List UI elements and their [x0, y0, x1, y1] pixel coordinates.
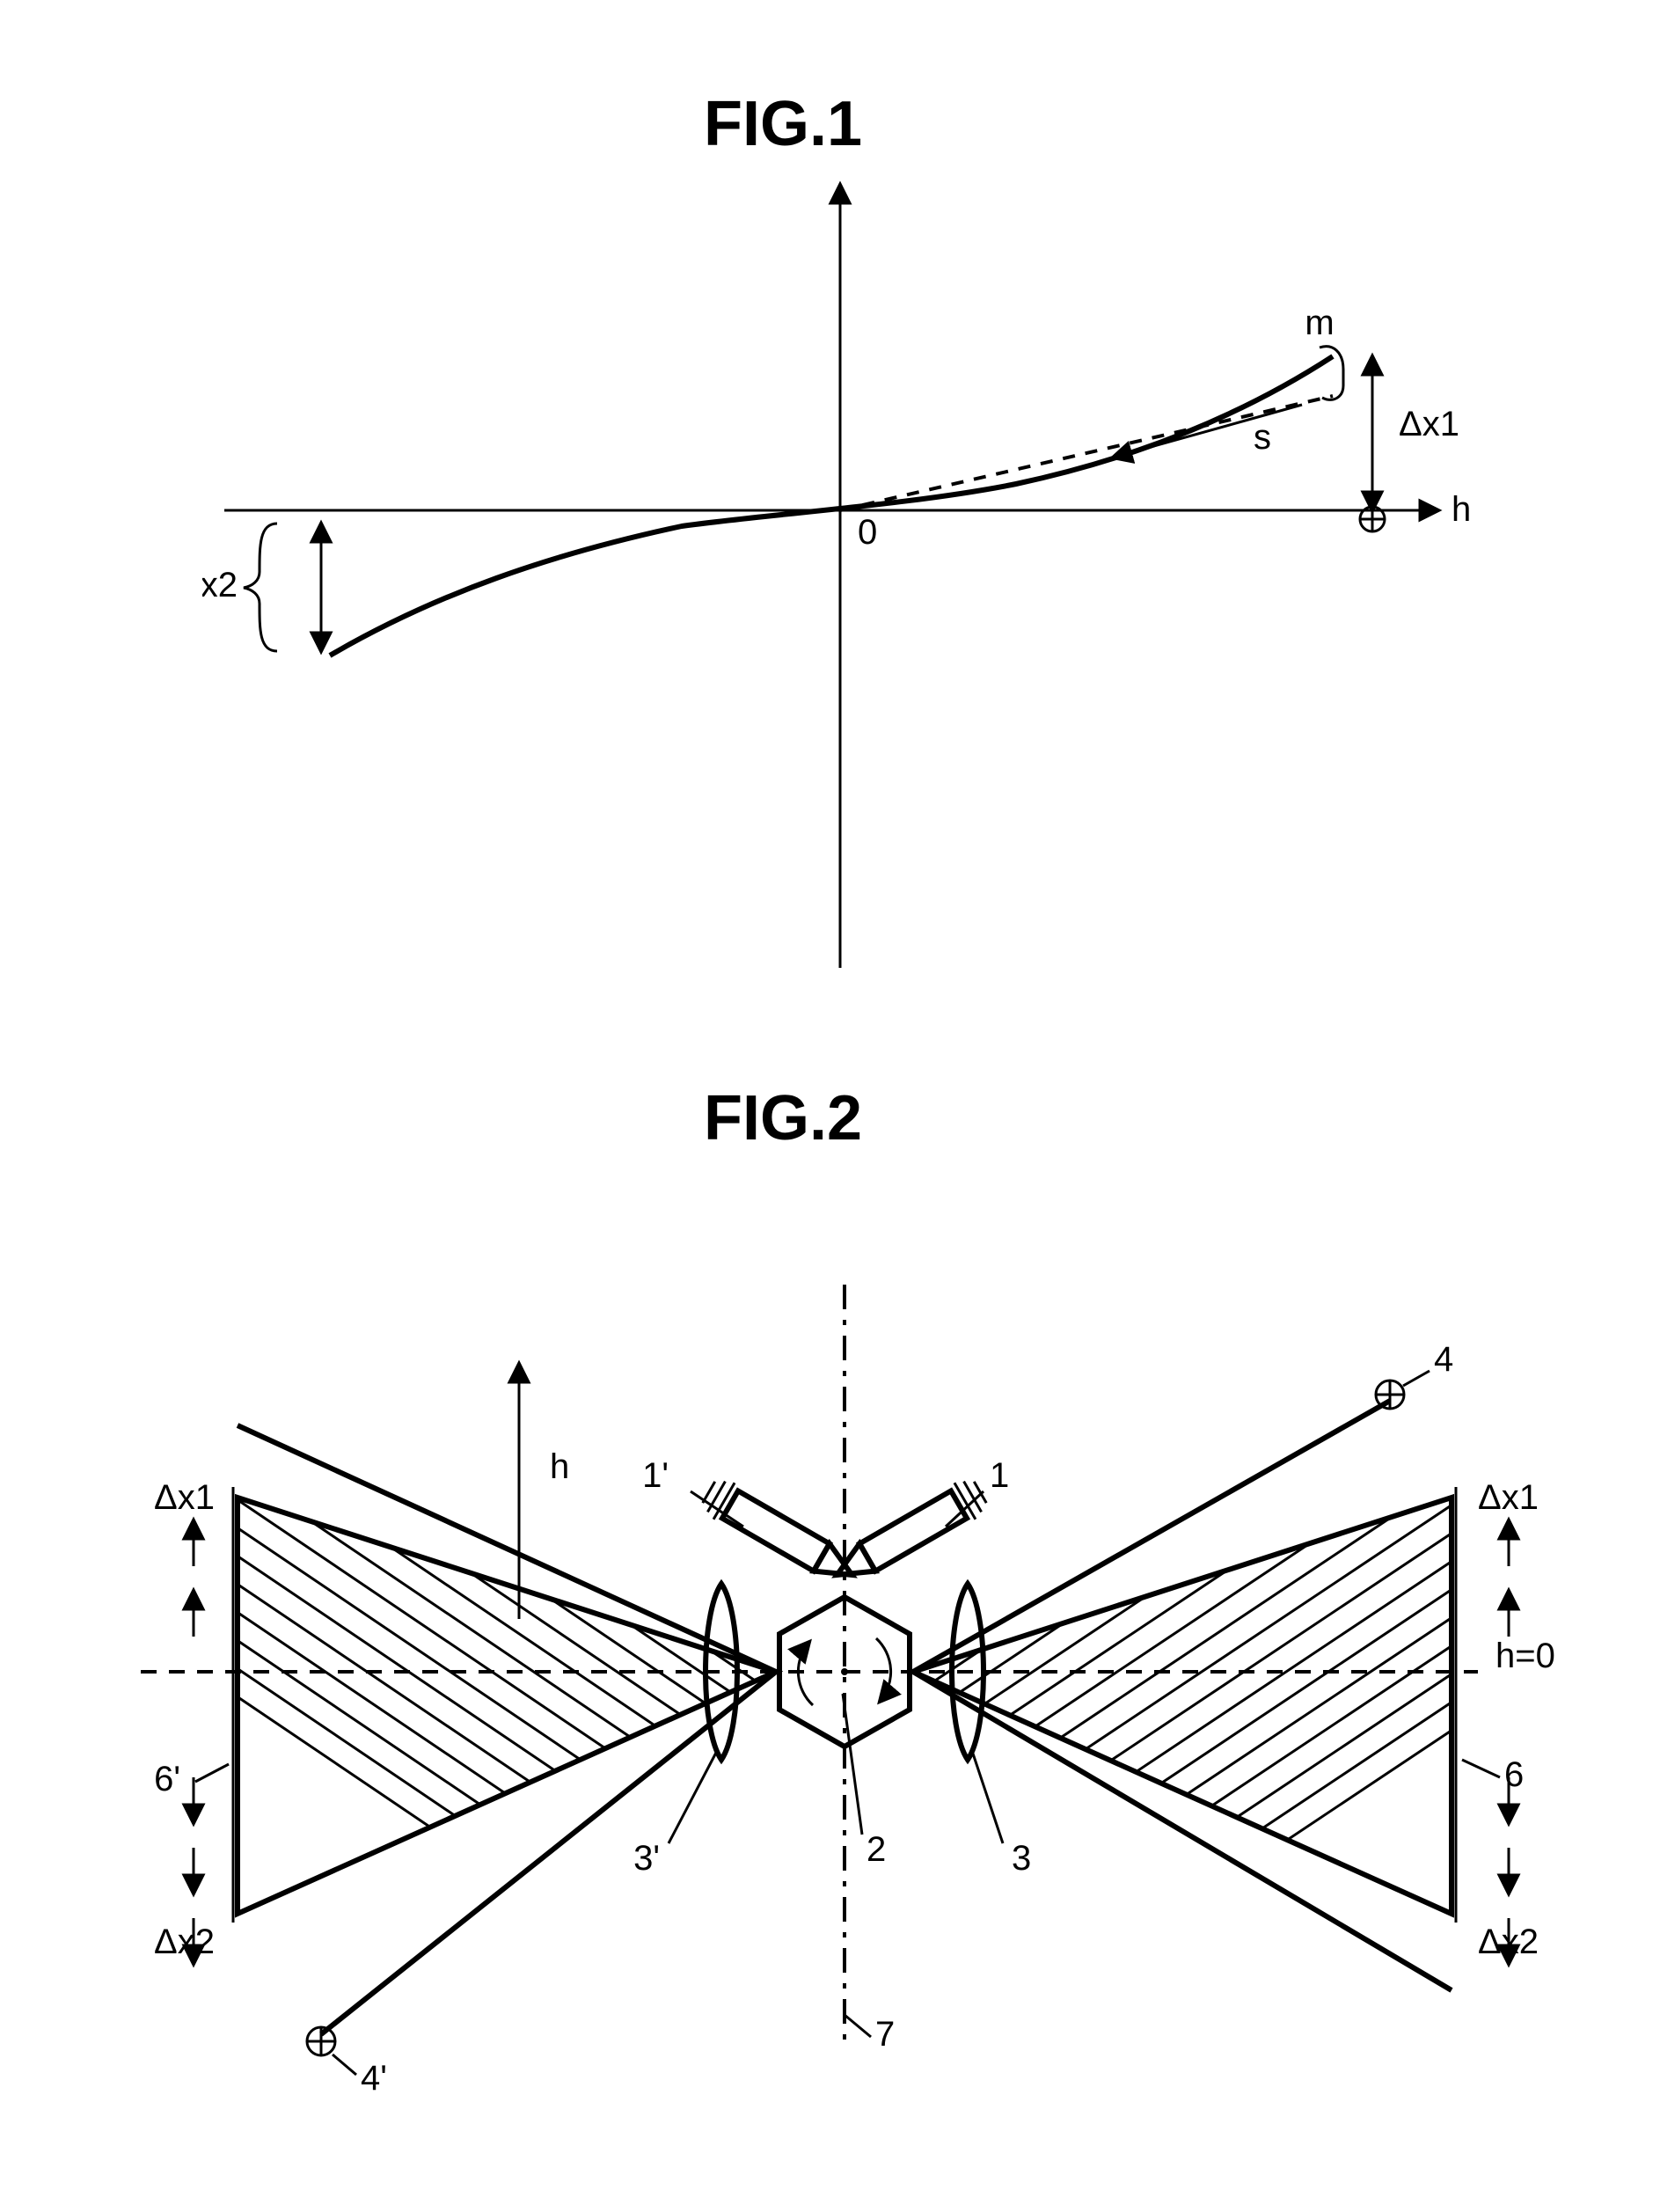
fig1-s-arrow — [1113, 405, 1302, 458]
fig1-s-label: s — [1254, 418, 1271, 457]
fig2-laser-1-label: 1 — [990, 1456, 1009, 1495]
fig2-h0-label: h=0 — [1495, 1637, 1555, 1675]
fig2-dx2-right: Δx2 — [1478, 1777, 1539, 1964]
fig1-curve — [330, 356, 1333, 656]
fig1-m-label: m — [1305, 304, 1334, 342]
fig1-dx2-brace — [244, 524, 277, 651]
svg-text:Δx2: Δx2 — [154, 1923, 215, 1961]
fig1-x-axis-label: h — [1452, 490, 1471, 529]
fig2-title: FIG.2 — [704, 1082, 862, 1154]
svg-text:Δx1: Δx1 — [154, 1478, 215, 1517]
fig2-sun-4p-icon — [307, 2027, 335, 2055]
fig2-laser-1p-label: 1' — [642, 1456, 669, 1495]
fig1-title: FIG.1 — [704, 88, 862, 160]
fig2-svg: h=0 7 h — [106, 1179, 1583, 2164]
fig2-h-label: h — [550, 1447, 569, 1486]
fig2-hex-2-label: 2 — [867, 1830, 886, 1869]
fig1-svg: h Δx 0 m s Δx1 Δx2 — [202, 176, 1478, 994]
fig2-dx1-left: Δx1 — [154, 1478, 215, 1637]
fig2-lens-3p-label: 3' — [633, 1839, 660, 1878]
fig2-axis-7-label: 7 — [875, 2015, 895, 2054]
fig2-dx1-right: Δx1 — [1478, 1478, 1539, 1637]
fig2-sun-4-icon — [1376, 1381, 1404, 1409]
fig2-dx2-left: Δx2 — [154, 1777, 215, 1964]
svg-text:Δx1: Δx1 — [1478, 1478, 1539, 1517]
fig2-sun-4-label: 4 — [1434, 1340, 1453, 1379]
fig2-lens-3-label: 3 — [1012, 1839, 1031, 1878]
fig2-plane-6-label: 6 — [1504, 1755, 1524, 1794]
fig2-plane-6p-label: 6' — [154, 1760, 180, 1798]
fig2-axis-7-leader — [845, 2015, 871, 2037]
fig2-sun-4-leader — [1403, 1371, 1430, 1386]
fig1-zero-label: 0 — [858, 513, 877, 552]
fig1-y-axis-label: Δx — [777, 176, 818, 179]
fig2-sun-4p-leader — [333, 2055, 356, 2075]
fig1-dx2-label: Δx2 — [202, 566, 238, 604]
page: FIG.1 h Δx 0 m s — [0, 0, 1660, 2212]
fig2-sun-4p-label: 4' — [361, 2059, 387, 2098]
fig2-laser-1p — [698, 1474, 863, 1593]
fig1-dx1-sun-icon — [1360, 507, 1385, 531]
fig2-beam-left: 6' — [154, 1267, 836, 2101]
fig1-dx1-label: Δx1 — [1399, 405, 1459, 443]
